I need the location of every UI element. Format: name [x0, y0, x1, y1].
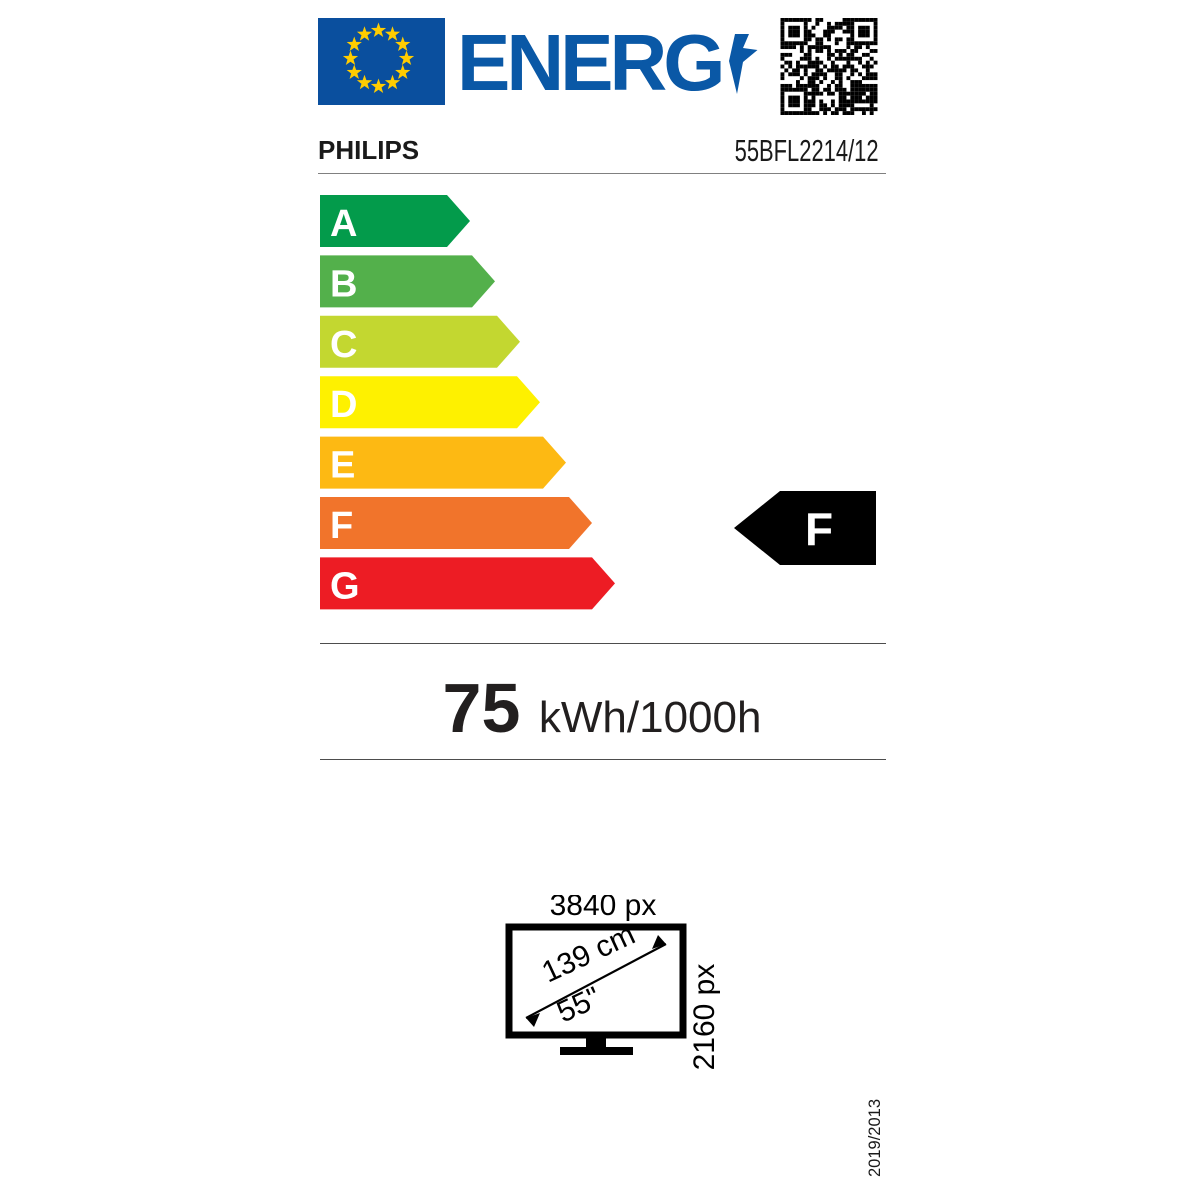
svg-text:D: D	[330, 384, 357, 426]
svg-text:E: E	[330, 445, 355, 487]
svg-text:F: F	[805, 503, 833, 555]
svg-text:G: G	[330, 565, 360, 607]
svg-text:55": 55"	[552, 981, 606, 1030]
svg-text:A: A	[330, 203, 357, 245]
svg-text:C: C	[330, 324, 357, 366]
svg-text:2160 px: 2160 px	[688, 964, 721, 1071]
svg-text:B: B	[330, 263, 357, 305]
svg-text:F: F	[330, 505, 353, 547]
svg-text:3840 px: 3840 px	[550, 895, 657, 922]
